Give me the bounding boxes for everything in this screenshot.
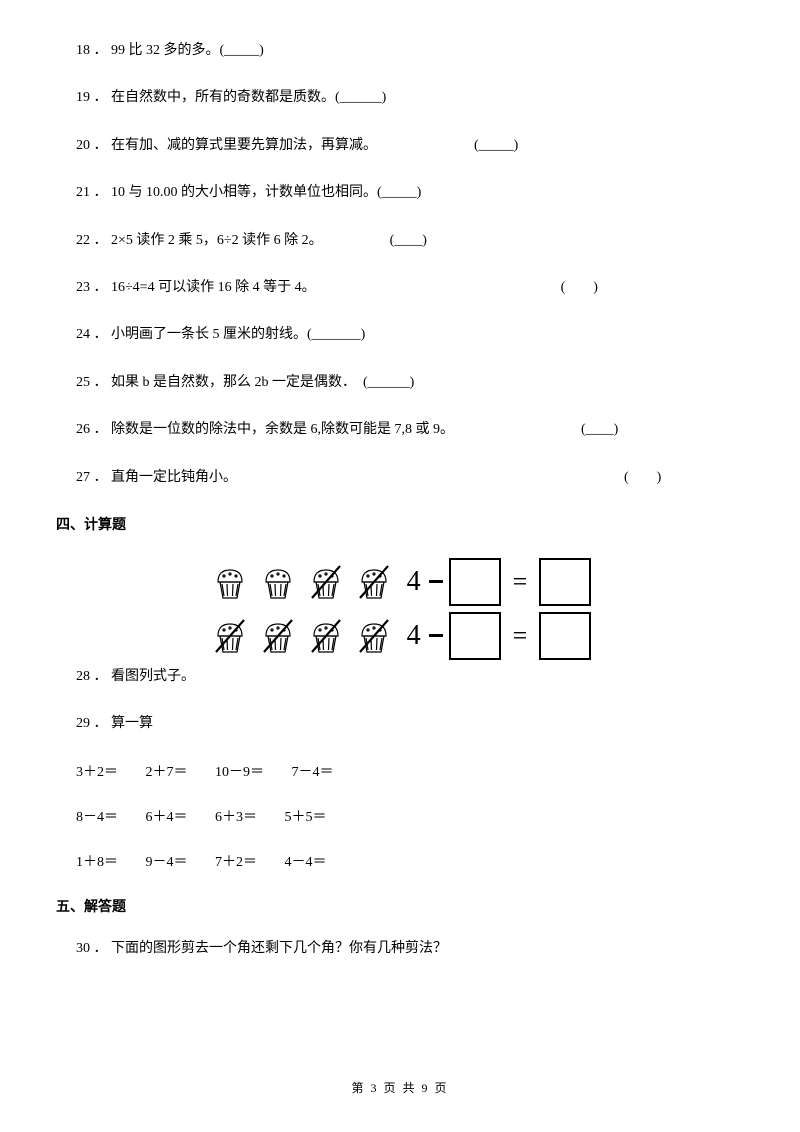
sec4-label: 四、计算题: [56, 518, 126, 533]
cupcake-icon: [257, 562, 299, 602]
q20-blank: (_____): [474, 138, 518, 153]
cupcake-crossed-icon: [305, 562, 347, 602]
calc-item: 9－4＝: [146, 855, 188, 870]
question-20: 20 ． 在有加、减的算式里要先算加法，再算减。 (_____): [76, 135, 724, 157]
q27-text: 27 ． 直角一定比钝角小。: [76, 470, 237, 485]
answer-box[interactable]: [539, 612, 591, 660]
question-28: 28 ． 看图列式子。: [76, 666, 724, 688]
section-4-heading: 四、计算题: [56, 514, 724, 534]
cupcake-crossed-icon: [305, 616, 347, 656]
calc-item: 6＋3＝: [215, 810, 257, 825]
question-19: 19 ． 在自然数中，所有的奇数都是质数。(______): [76, 87, 724, 109]
q23-text: 23 ． 16÷4=4 可以读作 16 除 4 等于 4。: [76, 280, 316, 295]
cupcake-crossed-icon: [257, 616, 299, 656]
q20-text: 20 ． 在有加、减的算式里要先算加法，再算减。: [76, 138, 377, 153]
q24-text: 24 ． 小明画了一条长 5 厘米的射线。(_______): [76, 327, 365, 342]
q22-blank: (____): [390, 233, 427, 248]
question-26: 26 ． 除数是一位数的除法中，余数是 6,除数可能是 7,8 或 9。 (__…: [76, 419, 724, 441]
figure-num-4: 4: [407, 620, 421, 652]
calc-item: 5＋5＝: [285, 810, 327, 825]
page-footer: 第 3 页 共 9 页: [0, 1079, 800, 1096]
minus-icon: [429, 580, 443, 583]
question-21: 21 ． 10 与 10.00 的大小相等，计数单位也相同。(_____): [76, 182, 724, 204]
calc-item: 6＋4＝: [146, 810, 188, 825]
q21-text: 21 ． 10 与 10.00 的大小相等，计数单位也相同。(_____): [76, 185, 421, 200]
footer-text: 第 3 页 共 9 页: [351, 1081, 448, 1095]
q29-text: 29 ． 算一算: [76, 716, 153, 731]
minus-icon: [429, 634, 443, 637]
q25-text: 25 ． 如果 b 是自然数，那么 2b 一定是偶数． (______): [76, 375, 414, 390]
section-5-heading: 五、解答题: [56, 896, 724, 916]
figure-row-1: 4 =: [76, 558, 724, 606]
calc-item: 4－4＝: [285, 855, 327, 870]
calc-item: 1＋8＝: [76, 855, 118, 870]
figure-num-4: 4: [407, 566, 421, 598]
calc-row-2: 8－4＝ 6＋4＝ 6＋3＝ 5＋5＝: [76, 806, 724, 826]
question-24: 24 ． 小明画了一条长 5 厘米的射线。(_______): [76, 324, 724, 346]
question-30: 30 ． 下面的图形剪去一个角还剩下几个角？你有几种剪法？: [76, 938, 724, 960]
q26-blank: (____): [581, 422, 618, 437]
q19-text: 19 ． 在自然数中，所有的奇数都是质数。(______): [76, 90, 386, 105]
q18-text: 18 ． 99 比 32 多的多。(_____): [76, 43, 264, 58]
calc-item: 3＋2＝: [76, 765, 118, 780]
equals-sign: =: [513, 621, 528, 651]
calc-row-1: 3＋2＝ 2＋7＝ 10－9＝ 7－4＝: [76, 761, 724, 781]
calc-row-3: 1＋8＝ 9－4＝ 7＋2＝ 4－4＝: [76, 851, 724, 871]
question-18: 18 ． 99 比 32 多的多。(_____): [76, 40, 724, 62]
cupcake-crossed-icon: [209, 616, 251, 656]
answer-box[interactable]: [539, 558, 591, 606]
q23-blank: ( ): [561, 280, 598, 295]
question-29: 29 ． 算一算: [76, 713, 724, 735]
question-25: 25 ． 如果 b 是自然数，那么 2b 一定是偶数． (______): [76, 372, 724, 394]
calc-item: 2＋7＝: [146, 765, 188, 780]
calc-item: 7－4＝: [292, 765, 334, 780]
calc-item: 8－4＝: [76, 810, 118, 825]
cupcake-icon: [209, 562, 251, 602]
question-27: 27 ． 直角一定比钝角小。 ( ): [76, 467, 724, 489]
question-22: 22 ． 2×5 读作 2 乘 5，6÷2 读作 6 除 2。 (____): [76, 230, 724, 252]
cupcake-crossed-icon: [353, 616, 395, 656]
figure-row-2: 4 =: [76, 612, 724, 660]
equals-sign: =: [513, 567, 528, 597]
q28-text: 28 ． 看图列式子。: [76, 669, 195, 684]
calc-item: 10－9＝: [215, 765, 264, 780]
sec5-label: 五、解答题: [56, 900, 126, 915]
question-23: 23 ． 16÷4=4 可以读作 16 除 4 等于 4。 ( ): [76, 277, 724, 299]
q22-text: 22 ． 2×5 读作 2 乘 5，6÷2 读作 6 除 2。: [76, 233, 323, 248]
q27-blank: ( ): [624, 470, 661, 485]
q30-text: 30 ． 下面的图形剪去一个角还剩下几个角？你有几种剪法？: [76, 941, 447, 956]
answer-box[interactable]: [449, 558, 501, 606]
calc-item: 7＋2＝: [215, 855, 257, 870]
q26-text: 26 ． 除数是一位数的除法中，余数是 6,除数可能是 7,8 或 9。: [76, 422, 454, 437]
answer-box[interactable]: [449, 612, 501, 660]
cupcake-crossed-icon: [353, 562, 395, 602]
figure-cupcakes: 4 = 4 =: [76, 558, 724, 660]
